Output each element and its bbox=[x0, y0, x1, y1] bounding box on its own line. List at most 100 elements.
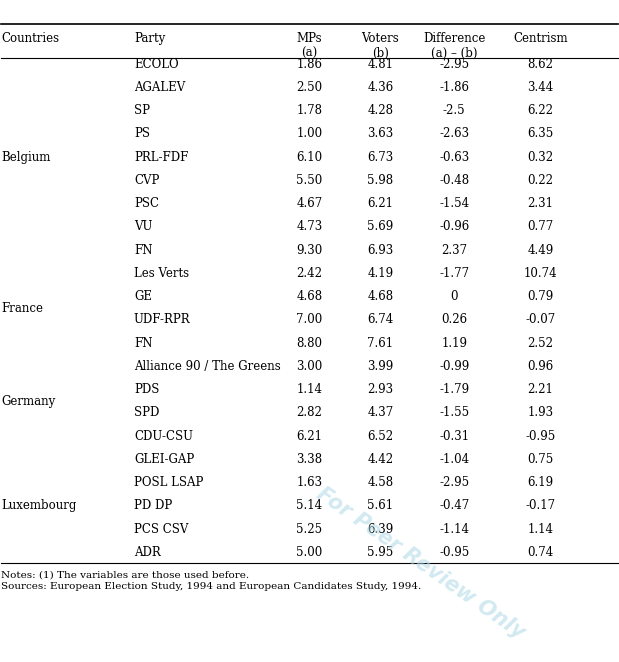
Text: 0.77: 0.77 bbox=[527, 220, 554, 233]
Text: -0.63: -0.63 bbox=[439, 150, 469, 164]
Text: VU: VU bbox=[134, 220, 152, 233]
Text: -1.86: -1.86 bbox=[439, 81, 469, 94]
Text: 6.10: 6.10 bbox=[297, 150, 322, 164]
Text: 4.42: 4.42 bbox=[367, 453, 394, 466]
Text: 2.37: 2.37 bbox=[441, 244, 467, 257]
Text: 4.81: 4.81 bbox=[367, 58, 393, 71]
Text: -0.95: -0.95 bbox=[526, 430, 556, 443]
Text: GE: GE bbox=[134, 290, 152, 303]
Text: 1.86: 1.86 bbox=[297, 58, 322, 71]
Text: GLEI-GAP: GLEI-GAP bbox=[134, 453, 194, 466]
Text: PSC: PSC bbox=[134, 197, 159, 210]
Text: Alliance 90 / The Greens: Alliance 90 / The Greens bbox=[134, 360, 280, 373]
Text: France: France bbox=[1, 302, 43, 314]
Text: FN: FN bbox=[134, 244, 152, 257]
Text: CDU-CSU: CDU-CSU bbox=[134, 430, 193, 443]
Text: Les Verts: Les Verts bbox=[134, 267, 189, 280]
Text: 5.00: 5.00 bbox=[297, 546, 322, 559]
Text: Countries: Countries bbox=[1, 32, 59, 46]
Text: ECOLO: ECOLO bbox=[134, 58, 178, 71]
Text: -0.31: -0.31 bbox=[439, 430, 469, 443]
Text: For Peer Review Only: For Peer Review Only bbox=[313, 484, 528, 643]
Text: 1.78: 1.78 bbox=[297, 104, 322, 117]
Text: 0.32: 0.32 bbox=[527, 150, 553, 164]
Text: PRL-FDF: PRL-FDF bbox=[134, 150, 188, 164]
Text: 4.37: 4.37 bbox=[367, 406, 394, 419]
Text: 1.93: 1.93 bbox=[527, 406, 553, 419]
Text: -0.48: -0.48 bbox=[439, 174, 469, 187]
Text: PCS CSV: PCS CSV bbox=[134, 522, 188, 536]
Text: 6.39: 6.39 bbox=[367, 522, 394, 536]
Text: 7.00: 7.00 bbox=[297, 313, 322, 326]
Text: -0.96: -0.96 bbox=[439, 220, 469, 233]
Text: 4.68: 4.68 bbox=[367, 290, 394, 303]
Text: 4.73: 4.73 bbox=[297, 220, 322, 233]
Text: (a): (a) bbox=[301, 47, 318, 60]
Text: PD DP: PD DP bbox=[134, 499, 172, 512]
Text: 0.26: 0.26 bbox=[441, 313, 467, 326]
Text: -1.54: -1.54 bbox=[439, 197, 469, 210]
Text: SPD: SPD bbox=[134, 406, 159, 419]
Text: 5.95: 5.95 bbox=[367, 546, 394, 559]
Text: 10.74: 10.74 bbox=[524, 267, 557, 280]
Text: 0.75: 0.75 bbox=[527, 453, 554, 466]
Text: 7.61: 7.61 bbox=[367, 336, 394, 350]
Text: 4.36: 4.36 bbox=[367, 81, 394, 94]
Text: 9.30: 9.30 bbox=[297, 244, 322, 257]
Text: -1.79: -1.79 bbox=[439, 383, 469, 396]
Text: 2.93: 2.93 bbox=[367, 383, 394, 396]
Text: 8.62: 8.62 bbox=[527, 58, 553, 71]
Text: -1.77: -1.77 bbox=[439, 267, 469, 280]
Text: 3.99: 3.99 bbox=[367, 360, 394, 373]
Text: POSL LSAP: POSL LSAP bbox=[134, 476, 203, 489]
Text: (a) – (b): (a) – (b) bbox=[431, 47, 478, 60]
Text: 5.98: 5.98 bbox=[367, 174, 394, 187]
Text: 4.67: 4.67 bbox=[297, 197, 322, 210]
Text: Luxembourg: Luxembourg bbox=[1, 499, 77, 512]
Text: 2.52: 2.52 bbox=[527, 336, 553, 350]
Text: Notes: (1) The variables are those used before.: Notes: (1) The variables are those used … bbox=[1, 571, 249, 579]
Text: Party: Party bbox=[134, 32, 165, 46]
Text: 0.22: 0.22 bbox=[527, 174, 553, 187]
Text: FN: FN bbox=[134, 336, 152, 350]
Text: 6.93: 6.93 bbox=[367, 244, 394, 257]
Text: 2.82: 2.82 bbox=[297, 406, 322, 419]
Text: 1.00: 1.00 bbox=[297, 127, 322, 140]
Text: Difference: Difference bbox=[423, 32, 485, 46]
Text: Sources: European Election Study, 1994 and European Candidates Study, 1994.: Sources: European Election Study, 1994 a… bbox=[1, 582, 422, 591]
Text: 5.69: 5.69 bbox=[367, 220, 394, 233]
Text: Germany: Germany bbox=[1, 395, 56, 408]
Text: 2.31: 2.31 bbox=[527, 197, 553, 210]
Text: 0.96: 0.96 bbox=[527, 360, 554, 373]
Text: (b): (b) bbox=[372, 47, 389, 60]
Text: 3.63: 3.63 bbox=[367, 127, 394, 140]
Text: 3.44: 3.44 bbox=[527, 81, 554, 94]
Text: 0.79: 0.79 bbox=[527, 290, 554, 303]
Text: -0.47: -0.47 bbox=[439, 499, 469, 512]
Text: 2.21: 2.21 bbox=[527, 383, 553, 396]
Text: CVP: CVP bbox=[134, 174, 159, 187]
Text: 6.73: 6.73 bbox=[367, 150, 394, 164]
Text: -2.95: -2.95 bbox=[439, 476, 469, 489]
Text: 0: 0 bbox=[451, 290, 458, 303]
Text: 4.28: 4.28 bbox=[367, 104, 393, 117]
Text: -0.17: -0.17 bbox=[526, 499, 556, 512]
Text: 4.68: 4.68 bbox=[297, 290, 322, 303]
Text: -0.95: -0.95 bbox=[439, 546, 469, 559]
Text: Belgium: Belgium bbox=[1, 150, 51, 164]
Text: PS: PS bbox=[134, 127, 150, 140]
Text: MPs: MPs bbox=[297, 32, 322, 46]
Text: 5.14: 5.14 bbox=[297, 499, 322, 512]
Text: 5.50: 5.50 bbox=[297, 174, 322, 187]
Text: 5.25: 5.25 bbox=[297, 522, 322, 536]
Text: -1.14: -1.14 bbox=[439, 522, 469, 536]
Text: 2.50: 2.50 bbox=[297, 81, 322, 94]
Text: 1.63: 1.63 bbox=[297, 476, 322, 489]
Text: -2.63: -2.63 bbox=[439, 127, 469, 140]
Text: 3.38: 3.38 bbox=[297, 453, 322, 466]
Text: 4.49: 4.49 bbox=[527, 244, 554, 257]
Text: PDS: PDS bbox=[134, 383, 159, 396]
Text: SP: SP bbox=[134, 104, 150, 117]
Text: -1.04: -1.04 bbox=[439, 453, 469, 466]
Text: -1.55: -1.55 bbox=[439, 406, 469, 419]
